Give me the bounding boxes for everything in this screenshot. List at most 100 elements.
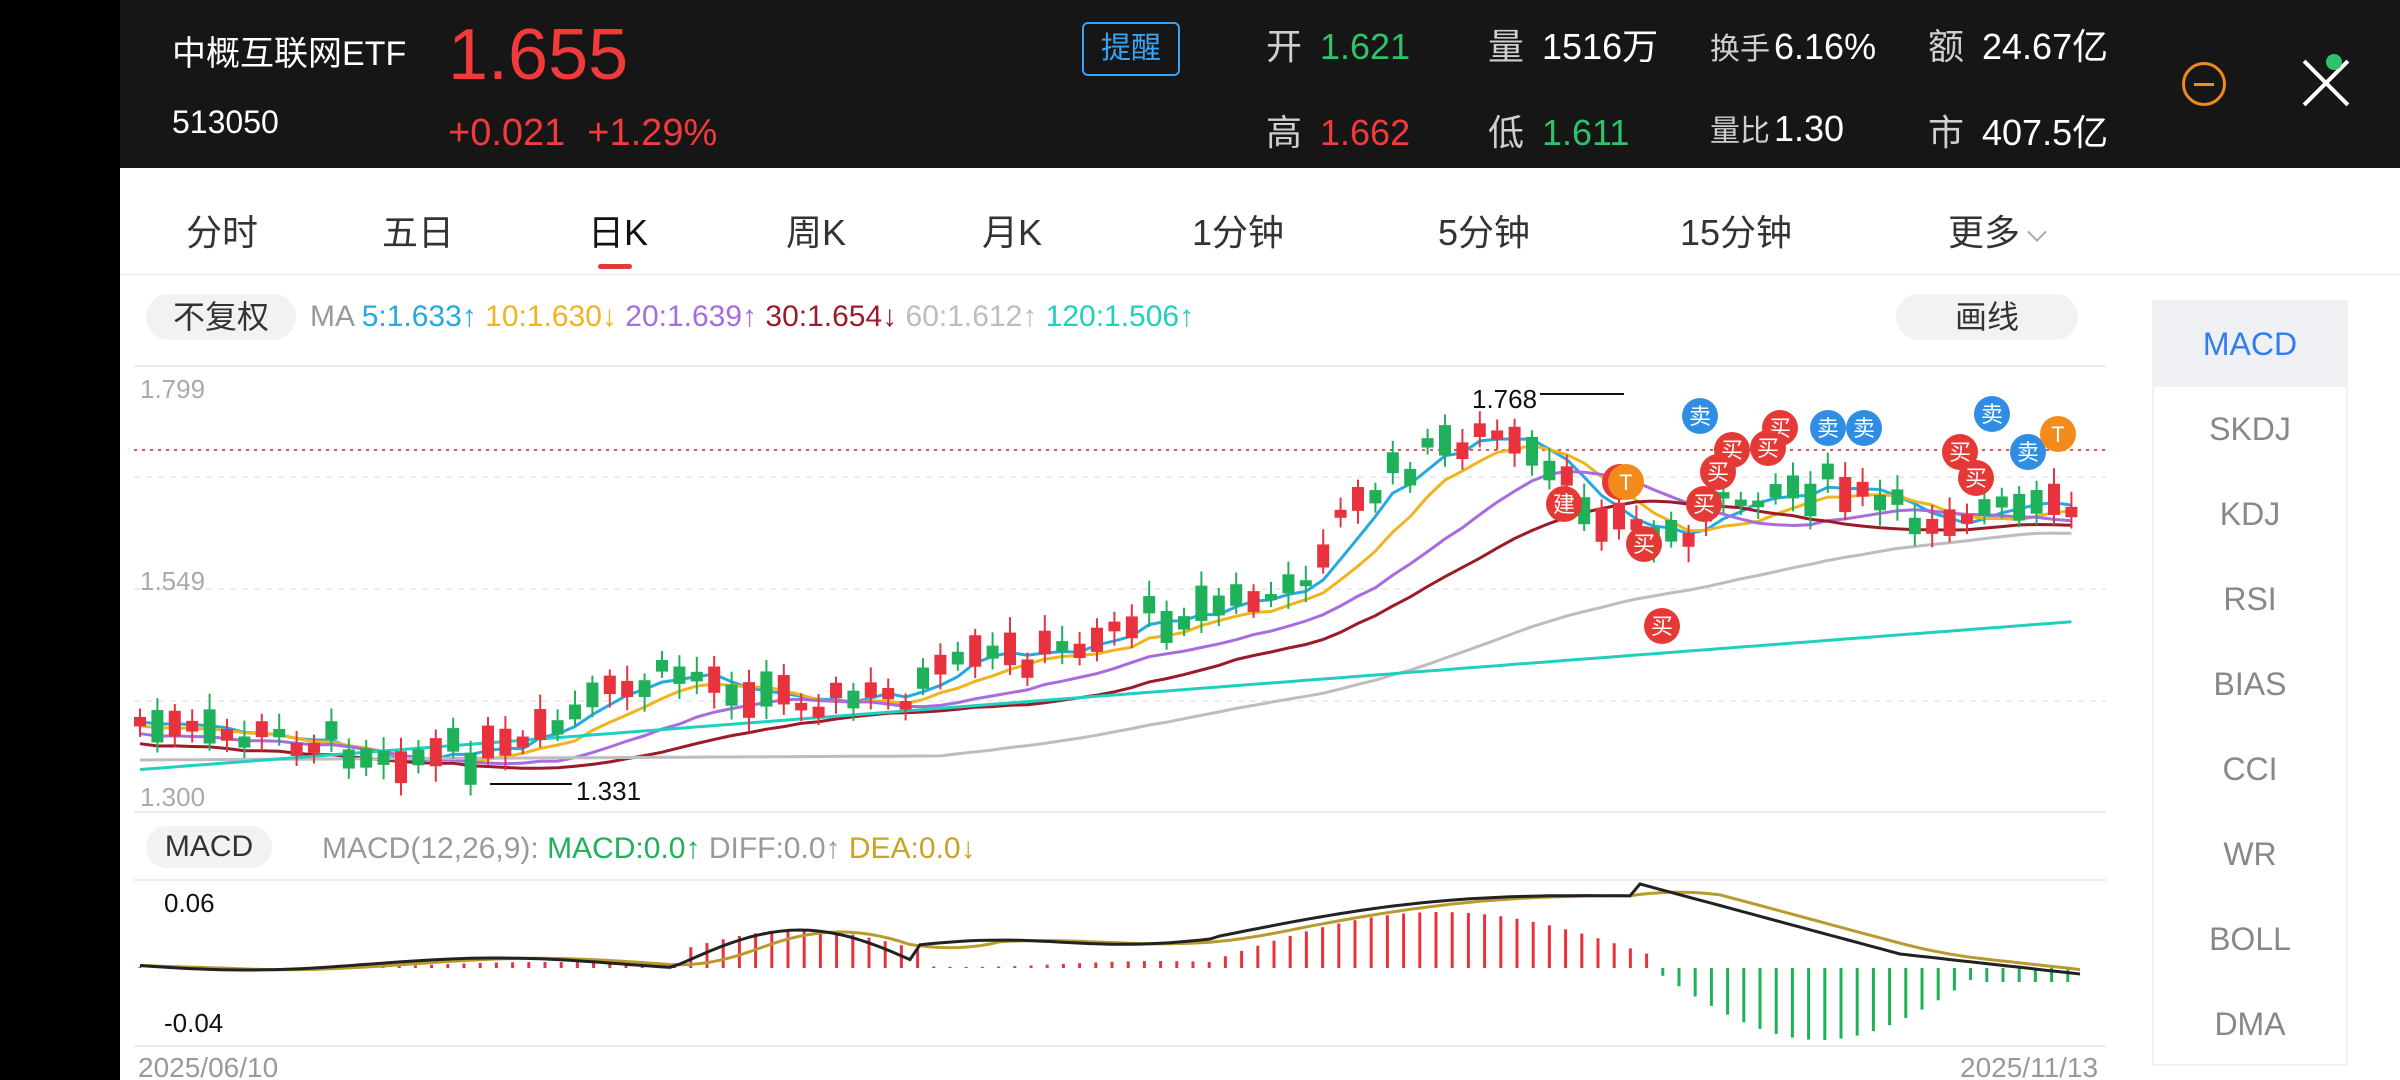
candle-body xyxy=(255,721,268,738)
macd-bar xyxy=(1434,912,1438,968)
tab-intraday[interactable]: 分时 xyxy=(186,212,259,253)
adjust-price-button[interactable]: 不复权 xyxy=(146,294,296,340)
draw-line-button[interactable]: 画线 xyxy=(1896,294,2078,340)
ma30-value: 30:1.654↓ xyxy=(765,300,898,333)
macd-bar xyxy=(1564,929,1568,968)
macd-bar xyxy=(1952,968,1956,991)
macd-bar xyxy=(1661,968,1665,976)
signal-marker-icon xyxy=(1546,486,1582,522)
low-annotation: 1.331 xyxy=(576,776,641,806)
ma60-value: 60:1.612↑ xyxy=(905,300,1038,333)
indicator-wr[interactable]: WR xyxy=(2223,836,2277,872)
macd-bar xyxy=(721,939,725,968)
candle-body xyxy=(569,704,581,720)
candle-body xyxy=(1125,616,1138,639)
candle-body xyxy=(760,671,773,707)
macd-label-button[interactable]: MACD xyxy=(146,826,272,868)
indicator-cci[interactable]: CCI xyxy=(2222,751,2278,787)
indicator-macd[interactable]: MACD xyxy=(2154,302,2346,387)
notification-dot-icon xyxy=(2326,54,2342,70)
security-code: 513050 xyxy=(172,104,279,140)
macd-bar xyxy=(932,966,936,968)
tab-weekly-k[interactable]: 周K xyxy=(786,212,847,253)
macd-bar xyxy=(1839,968,1843,1039)
macd-value: MACD:0.0↑ xyxy=(547,832,701,865)
price-axis-top: 1.799 xyxy=(140,374,205,404)
candle-body xyxy=(151,710,164,743)
minus-circle-icon[interactable] xyxy=(2182,62,2226,106)
stat-low: 低 1.611 xyxy=(1488,112,1630,153)
ma5-value: 5:1.633↑ xyxy=(361,300,477,333)
ma-line xyxy=(139,620,2072,771)
candle-body xyxy=(342,749,355,769)
macd-bar xyxy=(1029,965,1033,968)
alert-button[interactable]: 提醒 xyxy=(1082,22,1180,76)
tab-5min[interactable]: 5分钟 xyxy=(1438,212,1531,253)
indicator-rsi[interactable]: RSI xyxy=(2223,581,2277,617)
macd-bar xyxy=(916,949,920,968)
macd-bar xyxy=(851,934,855,968)
candle-body xyxy=(1091,627,1103,652)
macd-bar xyxy=(1677,968,1681,987)
macd-bar xyxy=(980,966,984,968)
macd-bar xyxy=(575,962,579,968)
candle-body xyxy=(1421,438,1434,448)
candle-body xyxy=(795,702,808,711)
macd-bar xyxy=(1904,968,1908,1018)
candle-body xyxy=(1821,463,1834,480)
macd-bar xyxy=(1709,968,1713,1006)
candlestick-chart[interactable]: 1.799 1.549 1.300 1.768 1.331 卖买买卖 卖买 买卖卖T… xyxy=(120,0,2120,1080)
candle-body xyxy=(638,680,651,697)
tab-five-day[interactable]: 五日 xyxy=(382,212,455,253)
candle-body xyxy=(1439,425,1451,456)
candle-body xyxy=(1073,643,1086,659)
candle-body xyxy=(273,728,286,738)
candle-body xyxy=(516,736,529,748)
indicator-kdj[interactable]: KDJ xyxy=(2219,496,2281,532)
macd-bar xyxy=(1223,956,1227,968)
indicator-boll[interactable]: BOLL xyxy=(2209,921,2291,957)
macd-bar xyxy=(138,966,142,968)
candle-body xyxy=(1212,595,1225,616)
candle-body xyxy=(2013,493,2026,521)
macd-bar xyxy=(1726,968,1730,1015)
tab-more[interactable]: 更多 xyxy=(1948,204,2047,256)
tab-1min[interactable]: 1分钟 xyxy=(1192,212,1285,253)
macd-bar xyxy=(2033,968,2037,982)
macd-bar xyxy=(1288,935,1292,968)
tab-15min[interactable]: 15分钟 xyxy=(1680,212,1793,253)
signal-marker-icon xyxy=(1644,608,1680,644)
tab-daily-k[interactable]: 日K xyxy=(588,212,649,253)
macd-bar xyxy=(1888,968,1892,1026)
macd-bar xyxy=(1855,968,1859,1036)
macd-bar xyxy=(867,937,871,968)
candle-body xyxy=(1926,518,1939,534)
macd-bar xyxy=(1596,938,1600,968)
candle-body xyxy=(1021,659,1034,678)
indicator-bias[interactable]: BIAS xyxy=(2213,666,2287,702)
macd-bar xyxy=(1402,913,1406,968)
diff-line xyxy=(139,882,2081,976)
macd-bar xyxy=(1985,968,1989,982)
indicator-skdj[interactable]: SKDJ xyxy=(2209,411,2291,447)
candle-body xyxy=(377,750,390,765)
candle-body xyxy=(847,690,860,709)
security-name: 中概互联网ETF xyxy=(172,35,407,73)
indicator-selector: MACD SKDJ KDJ RSI BIAS CCI WR BOLL DMA xyxy=(2152,300,2348,1066)
candle-body xyxy=(969,635,982,667)
stat-turnover: 换手 6.16% xyxy=(1710,26,1877,67)
candle-body xyxy=(429,738,442,767)
signal-label: 买 xyxy=(1633,532,1655,557)
candle-body xyxy=(1804,483,1817,517)
indicator-dma[interactable]: DMA xyxy=(2214,1006,2286,1042)
signal-label: 卖 xyxy=(1689,404,1711,429)
macd-values: MACD(12,26,9): MACD:0.0↑ DIFF:0.0↑ DEA:0… xyxy=(322,832,976,866)
candle-body xyxy=(1299,580,1312,587)
candle-body xyxy=(360,748,373,768)
macd-bar xyxy=(1823,968,1827,1040)
macd-bar xyxy=(1369,917,1373,968)
macd-bar xyxy=(527,962,531,968)
signal-marker-icon xyxy=(1686,486,1722,522)
tab-monthly-k[interactable]: 月K xyxy=(982,212,1043,253)
candle-body xyxy=(1682,533,1695,547)
